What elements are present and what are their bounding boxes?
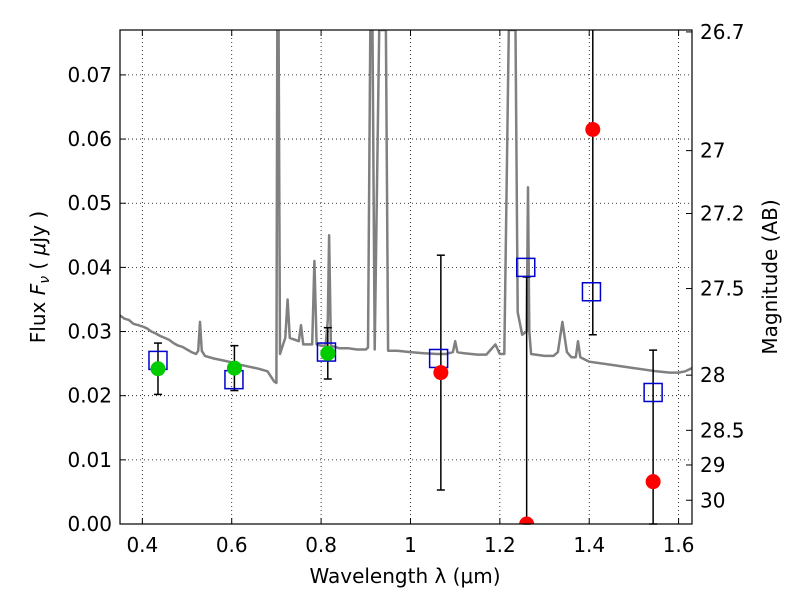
data-point-square: [643, 382, 663, 403]
y-axis-title-part: μ: [26, 243, 50, 257]
y2-tick-label: 29: [700, 453, 725, 477]
x-tick-label: 1.2: [484, 533, 516, 557]
y-tick-label: 0.02: [67, 384, 112, 408]
y2-tick-label: 27: [700, 139, 725, 163]
y-tick-label: 0.03: [67, 320, 112, 344]
y-axis-title-part: F: [26, 283, 50, 295]
y2-tick-label: 30: [700, 488, 725, 512]
marker-layer: [148, 121, 663, 524]
y2-tick-label: 28: [700, 363, 725, 387]
data-point-circle: [585, 121, 601, 137]
x-tick-label: 0.6: [216, 533, 248, 557]
y2-axis-title: Magnitude (AB): [758, 199, 782, 354]
data-point-square: [516, 257, 536, 278]
axis-layer: 0.4 0.6 0.8 1 1.2 1.4 1.6 0.00 0.01 0.02 0.03 0.04 0…: [67, 20, 744, 557]
data-point-circle: [519, 516, 535, 524]
data-point-square: [581, 282, 602, 302]
y2-tick-label: 27.5: [700, 277, 745, 301]
x-tick-label: 1: [404, 533, 417, 557]
y2-tick-label: 26.7: [700, 20, 745, 44]
y-tick-label: 0.00: [67, 512, 112, 536]
plot-frame: [119, 29, 693, 525]
y-tick-label: 0.07: [67, 63, 112, 87]
y-axis-title-part: (: [26, 255, 50, 276]
x-tick-label: 0.4: [126, 533, 158, 557]
y2-tick-label: 28.5: [700, 418, 745, 442]
x-tick-label: 0.8: [305, 533, 337, 557]
data-point-circle: [645, 474, 661, 490]
spectrum-line: [120, 30, 692, 385]
y-tick-label: 0.04: [67, 255, 112, 279]
data-point-square: [316, 342, 337, 362]
y-tick-label: 0.06: [67, 127, 112, 151]
data-point-circle: [226, 360, 242, 376]
y-axis-title-part: Flux: [26, 295, 50, 343]
y-axis-title: Flux Fν ( μJy ): [26, 211, 53, 343]
x-tick-label: 1.4: [573, 533, 605, 557]
y-tick-label: 0.01: [67, 448, 112, 472]
spectrum-layer: [120, 30, 692, 385]
y-axis-title-part: Jy ): [26, 211, 50, 245]
y-axis-title-part: ν: [37, 276, 53, 284]
x-tick-label: 1.6: [663, 533, 695, 557]
data-point-circle: [150, 361, 166, 377]
y2-tick-label: 27.2: [700, 201, 745, 225]
y-tick-label: 0.05: [67, 191, 112, 215]
data-point-circle: [433, 365, 449, 381]
x-axis-title: Wavelength λ (μm): [309, 564, 500, 588]
data-point-circle: [320, 345, 336, 361]
